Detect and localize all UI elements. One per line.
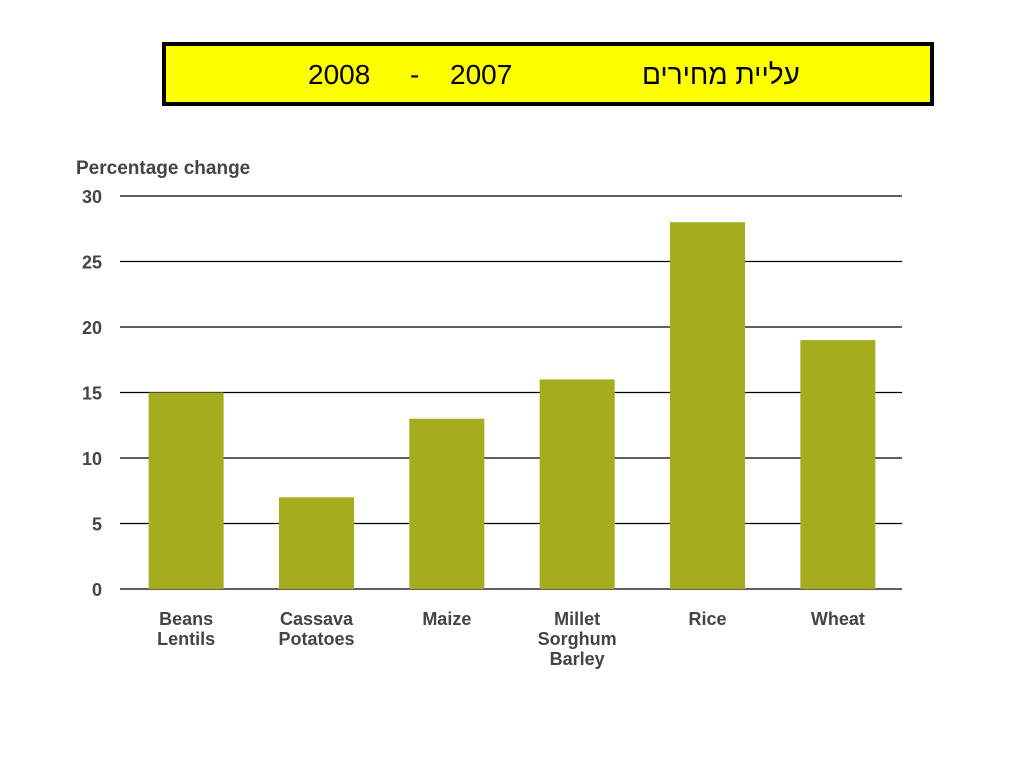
bar [670,222,745,589]
category-label: Rice [688,609,726,629]
bar [279,497,354,589]
category-label: Wheat [811,609,865,629]
y-tick-label: 30 [82,187,102,207]
category-label: Sorghum [538,629,617,649]
y-axis-label: Percentage change [76,158,250,179]
title-year-start: 2007 [450,59,513,90]
title-year-end: 2008 [308,59,371,90]
category-label: Maize [422,609,471,629]
title-hebrew-text: עליית מחירים [642,59,800,90]
y-tick-labels: 0 5 10 15 20 25 30 [82,187,102,600]
bar [409,418,485,589]
category-label: Millet [554,609,600,629]
y-tick-label: 0 [92,580,102,600]
y-tick-label: 20 [82,318,102,338]
category-label: Cassava [280,609,354,629]
y-tick-label: 5 [92,515,102,535]
bar [539,379,615,589]
category-label: Barley [550,649,605,669]
bar [148,392,224,589]
y-tick-label: 25 [82,253,102,273]
category-label: Potatoes [278,629,354,649]
bar [800,340,876,589]
category-label: Lentils [157,629,215,649]
gridlines [120,195,902,590]
bars [148,222,876,589]
title-banner: עליית מחירים 2007 - 2008 [162,42,934,106]
category-label: Beans [159,609,213,629]
y-tick-label: 10 [82,449,102,469]
y-tick-label: 15 [82,384,102,404]
title-dash: - [410,59,420,90]
